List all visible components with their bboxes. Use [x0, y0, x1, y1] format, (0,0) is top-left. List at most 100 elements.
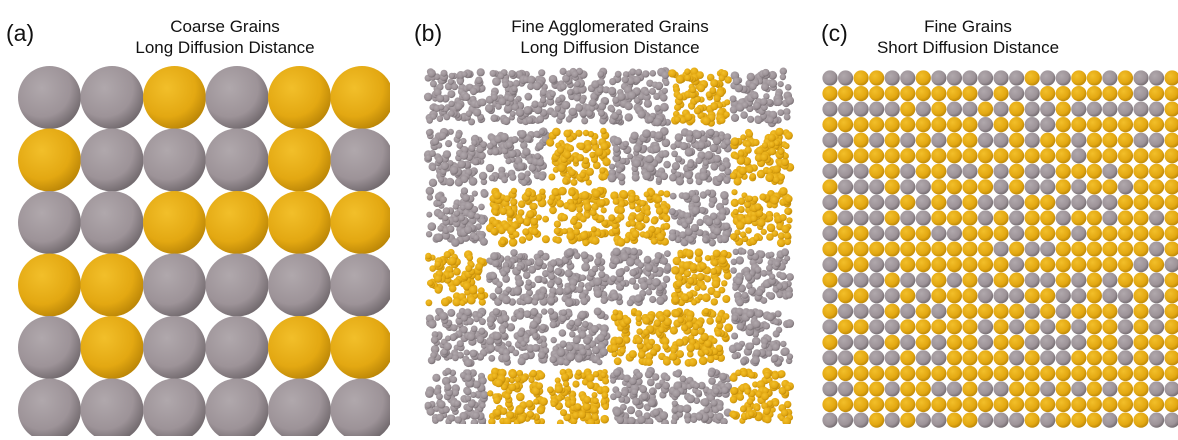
gold-grain: [1164, 132, 1178, 148]
gold-particle: [560, 214, 568, 222]
gold-particle: [746, 130, 754, 138]
gray-particle: [427, 69, 436, 78]
gold-particle: [556, 419, 564, 424]
gold-grain: [1133, 365, 1149, 382]
gold-particle: [528, 376, 535, 384]
gold-grain: [962, 365, 978, 382]
gray-particle: [554, 277, 563, 286]
gray-particle: [760, 103, 768, 111]
gold-agglomerate: [669, 307, 733, 367]
gray-particle: [786, 353, 794, 360]
gray-grain: [1024, 334, 1040, 350]
gray-grain: [900, 132, 916, 148]
gold-grain: [869, 163, 885, 179]
gray-grain: [1133, 257, 1149, 273]
gold-particle: [672, 256, 682, 266]
gray-grain: [1102, 210, 1118, 226]
gold-grain: [1040, 85, 1056, 102]
gold-grain: [993, 396, 1009, 413]
gray-particle: [709, 212, 718, 221]
gold-grain: [1148, 179, 1165, 195]
gold-grain: [900, 412, 916, 428]
gray-particle: [781, 282, 788, 290]
gold-grain: [1009, 101, 1025, 117]
gray-particle: [704, 150, 714, 160]
gray-grain: [915, 350, 931, 366]
gold-particle: [594, 148, 604, 157]
gray-particle: [559, 67, 567, 75]
gold-particle: [575, 129, 583, 137]
gray-grain: [205, 253, 269, 317]
gray-grain: [1164, 381, 1178, 397]
gray-particle: [620, 253, 629, 262]
gold-grain: [1055, 241, 1071, 257]
gray-grain: [900, 303, 916, 319]
gold-particle: [730, 411, 738, 419]
gray-agglomerate: [546, 248, 610, 307]
gray-particle: [548, 74, 558, 84]
gray-particle: [747, 115, 755, 123]
gray-particle: [740, 248, 747, 255]
gold-grain: [837, 365, 854, 382]
gold-grain: [931, 365, 947, 382]
gold-particle: [580, 191, 590, 200]
gray-particle: [478, 318, 486, 326]
gold-grain: [915, 303, 931, 319]
gray-grain: [1009, 257, 1025, 273]
gray-particle: [767, 292, 776, 300]
gray-grain: [1164, 257, 1178, 273]
gold-particle: [689, 263, 698, 272]
gold-particle: [448, 284, 457, 293]
gray-particle: [652, 144, 661, 153]
gold-particle: [639, 200, 646, 207]
gray-grain: [915, 194, 931, 210]
gray-particle: [574, 354, 584, 363]
gray-particle: [554, 105, 561, 112]
gray-grain: [977, 412, 994, 428]
gold-particle: [558, 186, 567, 196]
gold-grain: [1148, 225, 1165, 242]
gray-particle: [707, 128, 715, 137]
gold-grain: [931, 272, 947, 288]
gray-particle: [566, 311, 573, 318]
gold-particle: [663, 222, 671, 230]
gold-grain: [1086, 117, 1102, 133]
gray-grain: [1148, 303, 1165, 319]
gold-particle: [749, 173, 757, 180]
gray-particle: [428, 150, 436, 157]
gold-particle: [697, 328, 705, 335]
gray-particle: [760, 297, 768, 304]
gold-grain: [1086, 179, 1102, 195]
gold-grain: [837, 396, 854, 413]
gold-grain: [1040, 194, 1056, 210]
gray-particle: [600, 297, 608, 304]
gray-particle: [679, 142, 688, 151]
gray-particle: [612, 408, 622, 417]
gray-grain: [1055, 334, 1071, 350]
gold-grain: [1133, 194, 1149, 210]
gray-particle: [766, 116, 774, 124]
gold-grain: [1133, 334, 1149, 350]
gold-particle: [643, 231, 651, 239]
gold-particle: [488, 418, 496, 424]
gray-grain: [900, 70, 916, 86]
gold-grain: [1071, 396, 1087, 413]
gray-particle: [773, 319, 780, 326]
gray-particle: [746, 310, 755, 318]
gold-particle: [602, 403, 609, 410]
gold-particle: [612, 222, 619, 229]
gold-grain: [977, 225, 994, 242]
gold-grain: [931, 288, 947, 304]
gray-particle: [428, 178, 438, 187]
gold-particle: [619, 190, 629, 199]
gold-grain: [1148, 334, 1165, 350]
gold-grain: [931, 85, 947, 102]
gold-grain: [1117, 117, 1134, 133]
gray-particle: [459, 412, 468, 421]
gray-grain: [1133, 132, 1149, 148]
gray-particle: [559, 314, 567, 323]
gray-particle: [747, 287, 755, 296]
gold-particle: [653, 319, 662, 327]
gold-grain: [1071, 257, 1087, 273]
gold-grain: [884, 272, 900, 288]
